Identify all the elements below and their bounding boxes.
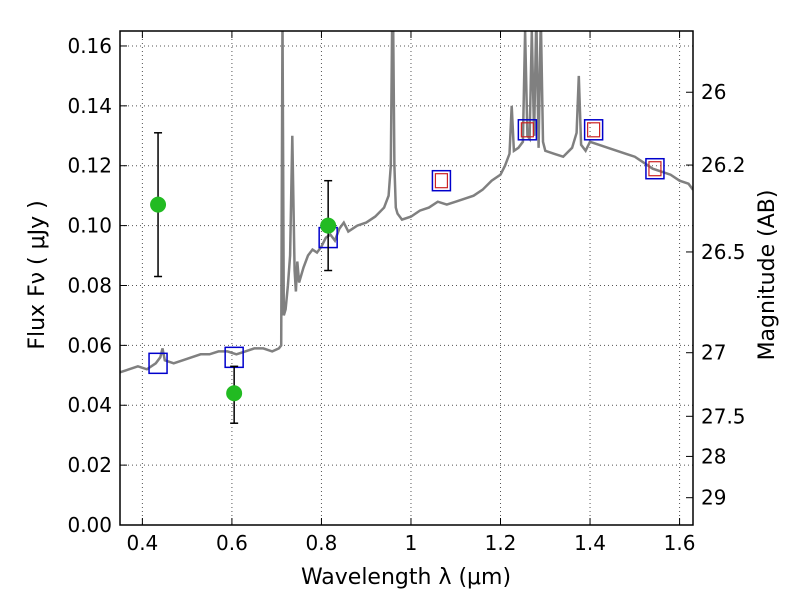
y-tick-label: 0.10 [67, 214, 112, 238]
grid-lines [120, 31, 693, 525]
x-tick-label: 1 [405, 531, 418, 555]
y-right-tick-label: 28 [701, 444, 726, 468]
y-tick-label: 0.08 [67, 273, 112, 297]
x-tick-label: 0.4 [126, 531, 158, 555]
observed-point [320, 217, 337, 234]
x-tick-label: 0.6 [216, 531, 248, 555]
y-right-tick-label: 26 [701, 80, 726, 104]
y-tick-label: 0.00 [67, 513, 112, 537]
x-tick-label: 1.4 [574, 531, 606, 555]
x-tick-label: 1.6 [664, 531, 696, 555]
observed-point [150, 196, 167, 213]
y-tick-label: 0.06 [67, 333, 112, 357]
y-right-tick-label: 29 [701, 486, 726, 510]
y-right-tick-label: 26.5 [701, 240, 746, 264]
model-point-inner [648, 161, 662, 177]
model-point-inner [520, 122, 534, 138]
plot-area [120, 31, 693, 424]
y-axis-label: Flux Fν ( μJy ) [25, 200, 50, 349]
model-point-inner [434, 173, 449, 189]
model-point [583, 119, 604, 141]
model-point [431, 169, 452, 192]
y-tick-label: 0.12 [67, 154, 112, 178]
observed-point [226, 385, 243, 402]
y-tick-label: 0.02 [67, 453, 112, 477]
y-tick-label: 0.16 [67, 34, 112, 58]
spectrum-line [120, 31, 693, 374]
tick-marks [120, 31, 693, 526]
model-point [645, 157, 665, 180]
x-tick-label: 0.8 [306, 531, 338, 555]
y-right-tick-label: 26.2 [701, 153, 746, 177]
model-point-inner [587, 122, 601, 138]
y-right-tick-label: 27.5 [701, 404, 746, 428]
y-right-axis-label: Magnitude (AB) [755, 190, 780, 361]
x-tick-label: 1.2 [485, 531, 517, 555]
tick-labels: 0.4 0.6 0.8 1 1.2 1.4 1.6 0.00 0.02 0.04 0.06 0.08 0… [67, 34, 745, 555]
y-right-tick-label: 27 [701, 341, 726, 365]
plot-frame [119, 30, 694, 526]
x-axis-label: Wavelength λ (μm) [301, 565, 511, 590]
y-tick-label: 0.14 [67, 94, 112, 118]
model-point [148, 352, 168, 375]
y-tick-label: 0.04 [67, 393, 112, 417]
model-point [517, 119, 538, 141]
